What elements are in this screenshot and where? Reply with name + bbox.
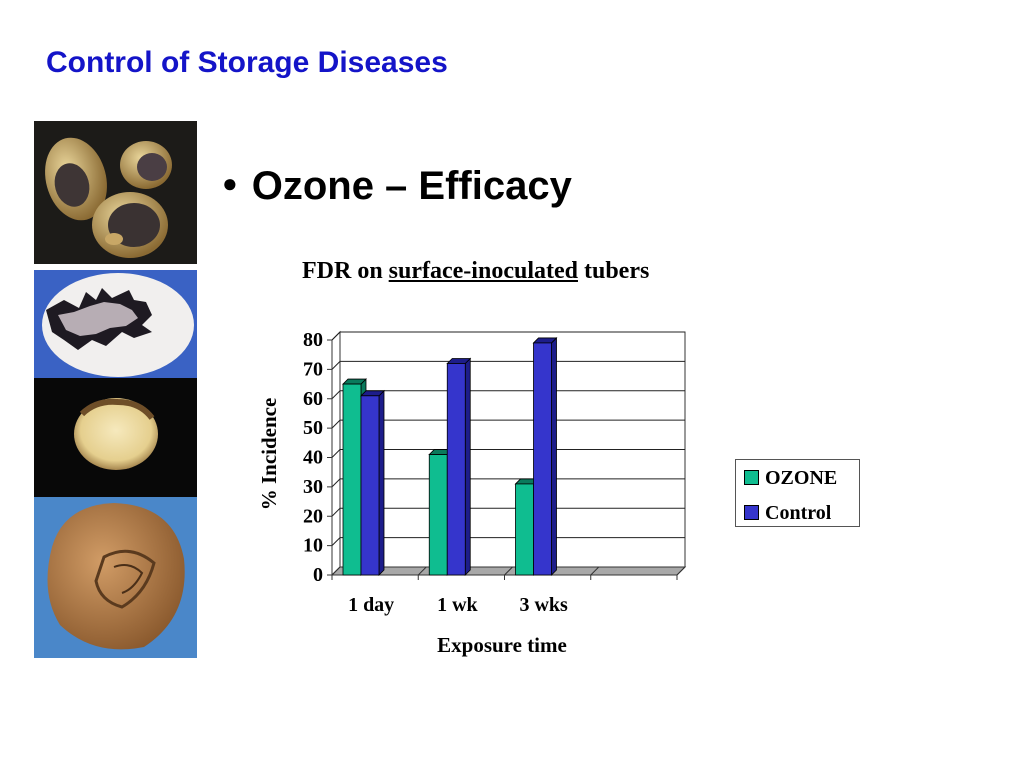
bar-front — [360, 395, 380, 576]
bullet-heading: ● Ozone – Efficacy — [222, 164, 572, 209]
x-axis-label: Exposure time — [437, 633, 567, 657]
gridline — [331, 419, 685, 429]
y-axis-ticks: 0 10 20 30 40 50 60 70 80 — [303, 329, 333, 586]
tubers-photo-1 — [34, 121, 197, 264]
legend-item-control: Control — [744, 502, 831, 524]
x-tick-label: 1 day — [348, 594, 394, 616]
bar-control-3 — [532, 336, 558, 576]
gridline — [331, 331, 685, 341]
y-tick-label: 70 — [303, 358, 323, 380]
slide-title: Control of Storage Diseases — [46, 46, 448, 79]
legend-label-control: Control — [765, 502, 832, 524]
bar-control-1 — [360, 389, 385, 576]
tubers-photo-3 — [34, 378, 197, 497]
chart-title-underlined: surface-inoculated — [388, 258, 578, 284]
photo-strip — [34, 121, 197, 658]
legend-swatch-ozone — [744, 470, 759, 485]
y-tick-label: 10 — [303, 535, 323, 557]
x-tick-label: 3 wks — [519, 594, 568, 616]
bar-front — [342, 383, 362, 576]
bar-side — [378, 389, 385, 576]
floor-divider — [504, 566, 513, 576]
legend-label-ozone: OZONE — [765, 467, 838, 489]
y-tick-label: 40 — [303, 447, 323, 469]
y-tick-label: 80 — [303, 329, 323, 351]
chart-plot-area — [330, 330, 687, 577]
gridline — [331, 478, 685, 488]
chart-gridlines — [331, 331, 686, 576]
legend-swatch-control — [744, 505, 759, 520]
chart-title: FDR on surface-inoculated tubers — [302, 258, 649, 285]
bullet-dot: ● — [222, 168, 238, 198]
x-tick-label: 1 wk — [437, 594, 478, 616]
floor-divider — [676, 566, 686, 576]
floor-divider — [331, 566, 341, 576]
chart-bars — [342, 336, 558, 576]
gridline — [331, 449, 685, 458]
tubers-photo-4 — [34, 497, 197, 658]
floor-divider — [590, 566, 600, 576]
bar-front — [446, 363, 466, 576]
gridline — [331, 360, 685, 370]
bar-side — [551, 336, 557, 576]
chart-title-suffix: tubers — [577, 258, 650, 284]
y-tick-label: 0 — [313, 564, 323, 586]
x-axis-ticks: 1 day 1 wk 3 wks — [331, 575, 678, 616]
gridline — [331, 537, 685, 546]
tubers-photo-2 — [34, 270, 197, 378]
bar-front — [533, 342, 552, 576]
floor-divider — [417, 566, 427, 576]
bar-front — [428, 454, 448, 576]
bar-front — [515, 483, 534, 576]
chart-title-prefix: FDR on — [302, 258, 389, 284]
gridline — [331, 507, 685, 517]
chart-legend: OZONE Control — [735, 459, 860, 527]
bar-chart: 0 10 20 30 40 50 60 70 80 1 day 1 wk 3 wks % Incid… — [257, 329, 687, 657]
y-axis-label: % Incidence — [257, 398, 281, 511]
bar-control-2 — [446, 357, 472, 576]
gridline — [331, 390, 685, 400]
y-tick-label: 50 — [303, 417, 323, 439]
bullet-text: Ozone – Efficacy — [251, 164, 572, 208]
y-tick-label: 60 — [303, 388, 323, 410]
bar-side — [464, 357, 471, 576]
legend-item-ozone: OZONE — [744, 467, 837, 489]
y-tick-label: 30 — [303, 476, 323, 498]
y-tick-label: 20 — [303, 505, 323, 527]
